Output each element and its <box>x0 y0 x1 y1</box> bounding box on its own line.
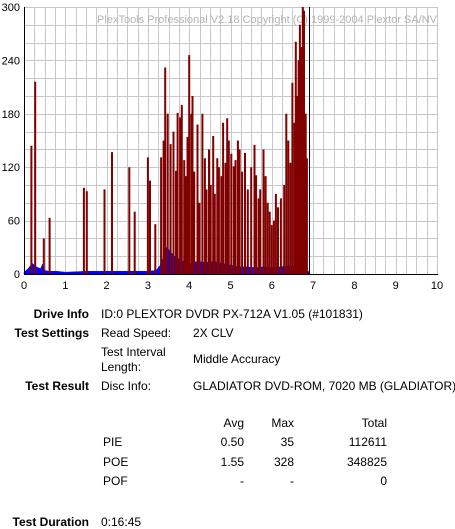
x-tick-label: 5 <box>227 280 233 292</box>
test-interval-label-line2: Length: <box>101 360 142 374</box>
drive-info-label: Drive Info <box>33 307 89 321</box>
stats-row-name: PIE <box>103 435 123 449</box>
stats-row-name: POF <box>103 474 128 488</box>
read-speed-value: 2X CLV <box>193 326 234 340</box>
disc-info-value: GLADIATOR DVD-ROM, 7020 MB (GLADIATOR) <box>193 379 455 393</box>
stats-row-avg: 0.50 <box>220 435 244 449</box>
x-tick-label: 6 <box>269 280 275 292</box>
stats-row-max: - <box>290 474 294 488</box>
y-tick-label: 120 <box>2 162 20 174</box>
stats-row-total: 0 <box>380 474 387 488</box>
stats-row-name: POE <box>103 455 129 469</box>
stats-row-avg: 1.55 <box>220 455 244 469</box>
stats-row-total: 112611 <box>348 435 387 449</box>
x-tick-label: 10 <box>431 280 443 292</box>
read-speed-label: Read Speed: <box>101 326 172 340</box>
y-tick-label: 0 <box>14 269 20 281</box>
x-tick-label: 0 <box>21 280 27 292</box>
stats-row-max: 35 <box>280 435 294 449</box>
stats-row-max: 328 <box>273 455 294 469</box>
y-tick-label: 60 <box>8 216 20 228</box>
stats-header-total: Total <box>361 416 387 430</box>
drive-info-value: ID:0 PLEXTOR DVDR PX-712A V1.05 (#101831… <box>101 307 363 321</box>
x-tick-label: 4 <box>186 280 192 292</box>
stats-row-avg: - <box>240 474 244 488</box>
poe-series <box>30 7 308 274</box>
stats-header-avg: Avg <box>223 416 244 430</box>
x-tick-label: 2 <box>104 280 110 292</box>
test-duration-value: 0:16:45 <box>101 515 142 529</box>
x-tick-label: 1 <box>62 280 68 292</box>
test-result-label: Test Result <box>25 379 89 393</box>
y-tick-label: 300 <box>2 2 20 14</box>
disc-info-label: Disc Info: <box>101 379 152 393</box>
x-tick-label: 8 <box>351 280 357 292</box>
x-tick-label: 9 <box>393 280 399 292</box>
stats-header-max: Max <box>271 416 294 430</box>
test-duration-label: Test Duration <box>12 515 89 529</box>
test-interval-label-line1: Test Interval <box>101 345 166 359</box>
stats-row-total: 348825 <box>346 455 387 469</box>
watermark-text: PlexTools Professional V2.18 Copyright (… <box>97 14 438 26</box>
test-interval-value: Middle Accuracy <box>193 352 281 366</box>
y-tick-label: 240 <box>2 55 20 67</box>
x-tick-label: 7 <box>310 280 316 292</box>
error-rate-chart: PlexTools Professional V2.18 Copyright (… <box>2 2 443 292</box>
y-tick-label: 180 <box>2 109 20 121</box>
test-settings-label: Test Settings <box>14 326 89 340</box>
x-tick-label: 3 <box>145 280 151 292</box>
